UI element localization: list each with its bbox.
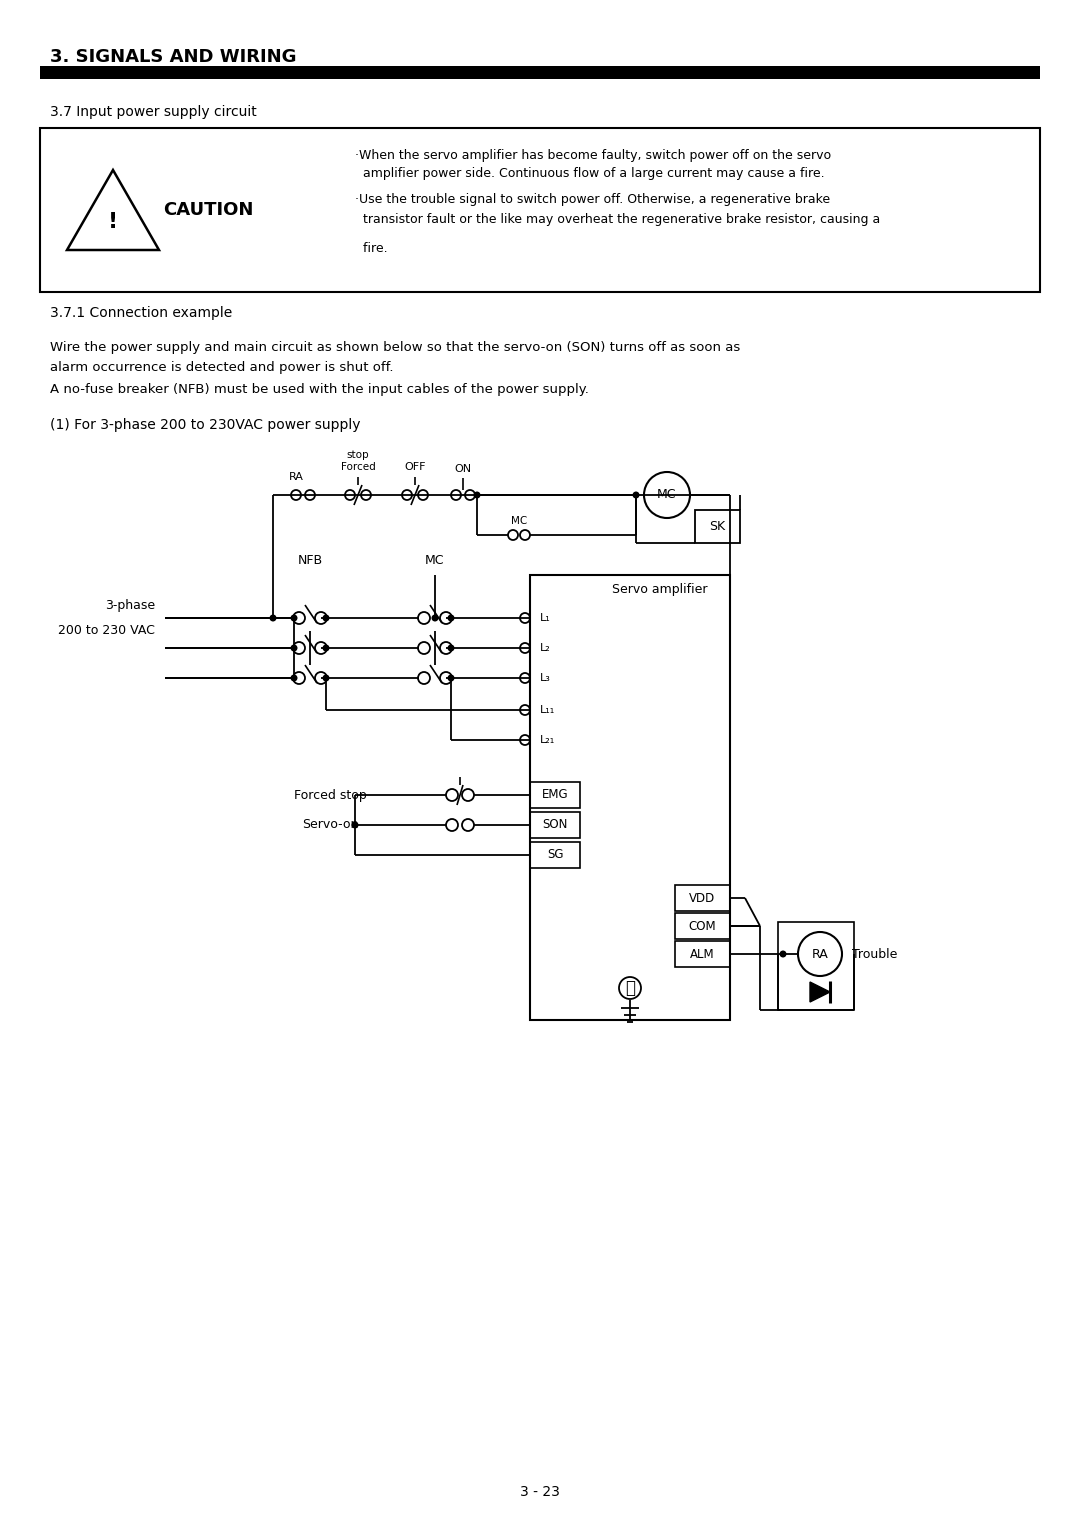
- Text: A no-fuse breaker (NFB) must be used with the input cables of the power supply.: A no-fuse breaker (NFB) must be used wit…: [50, 382, 589, 396]
- Text: Forced stop: Forced stop: [294, 788, 366, 802]
- Polygon shape: [810, 983, 831, 1002]
- Text: COM: COM: [688, 920, 716, 932]
- Circle shape: [323, 614, 329, 622]
- Text: L₂: L₂: [540, 643, 551, 652]
- Circle shape: [780, 950, 786, 958]
- Text: fire.: fire.: [355, 241, 388, 255]
- Text: amplifier power side. Continuous flow of a large current may cause a fire.: amplifier power side. Continuous flow of…: [355, 168, 825, 180]
- Text: 3.7.1 Connection example: 3.7.1 Connection example: [50, 306, 232, 319]
- Text: NFB: NFB: [297, 553, 323, 567]
- Circle shape: [633, 492, 639, 498]
- Text: MC: MC: [511, 516, 527, 526]
- Circle shape: [447, 645, 455, 651]
- Text: ·When the servo amplifier has become faulty, switch power off on the servo: ·When the servo amplifier has become fau…: [355, 148, 832, 162]
- Text: VDD: VDD: [689, 891, 715, 905]
- Text: EMG: EMG: [542, 788, 568, 802]
- Circle shape: [323, 674, 329, 681]
- Text: 200 to 230 VAC: 200 to 230 VAC: [58, 623, 156, 637]
- Text: MC: MC: [426, 553, 445, 567]
- Text: SON: SON: [542, 819, 568, 831]
- Text: 3 - 23: 3 - 23: [521, 1485, 559, 1499]
- Circle shape: [432, 614, 438, 622]
- Circle shape: [323, 645, 329, 651]
- Bar: [675, 941, 730, 967]
- Text: RA: RA: [288, 472, 303, 481]
- Text: alarm occurrence is detected and power is shut off.: alarm occurrence is detected and power i…: [50, 361, 393, 373]
- Text: stop: stop: [347, 451, 369, 460]
- Text: SK: SK: [708, 520, 725, 532]
- Bar: [530, 575, 730, 1021]
- Circle shape: [351, 822, 359, 828]
- Text: L₁₁: L₁₁: [540, 704, 555, 715]
- Text: ⏚: ⏚: [625, 979, 635, 996]
- Circle shape: [270, 614, 276, 622]
- Circle shape: [291, 614, 297, 622]
- Text: 3. SIGNALS AND WIRING: 3. SIGNALS AND WIRING: [50, 47, 297, 66]
- Text: CAUTION: CAUTION: [163, 202, 254, 219]
- Circle shape: [291, 674, 297, 681]
- Text: L₃: L₃: [540, 672, 551, 683]
- Text: Servo amplifier: Servo amplifier: [612, 582, 707, 596]
- Text: Servo-on: Servo-on: [301, 819, 359, 831]
- Text: Forced: Forced: [340, 461, 376, 472]
- Circle shape: [291, 645, 297, 651]
- Text: Wire the power supply and main circuit as shown below so that the servo-on (SON): Wire the power supply and main circuit a…: [50, 341, 740, 354]
- Circle shape: [447, 674, 455, 681]
- Circle shape: [447, 614, 455, 622]
- Text: 3-phase: 3-phase: [105, 599, 156, 613]
- Bar: [530, 811, 580, 837]
- Text: RA: RA: [812, 947, 828, 961]
- Bar: [696, 510, 740, 542]
- Bar: [40, 66, 1040, 79]
- Text: 3.7 Input power supply circuit: 3.7 Input power supply circuit: [50, 105, 257, 119]
- Text: MC: MC: [658, 489, 677, 501]
- Bar: [675, 914, 730, 940]
- Text: ·Use the trouble signal to switch power off. Otherwise, a regenerative brake: ·Use the trouble signal to switch power …: [355, 194, 831, 206]
- Text: Trouble: Trouble: [852, 947, 897, 961]
- Bar: [778, 921, 854, 1010]
- Text: ON: ON: [455, 465, 472, 474]
- Text: (1) For 3-phase 200 to 230VAC power supply: (1) For 3-phase 200 to 230VAC power supp…: [50, 419, 361, 432]
- Text: L₁: L₁: [540, 613, 551, 623]
- Text: ALM: ALM: [690, 947, 714, 961]
- Text: OFF: OFF: [404, 461, 426, 472]
- Text: transistor fault or the like may overheat the regenerative brake resistor, causi: transistor fault or the like may overhea…: [355, 212, 880, 226]
- Text: !: !: [108, 212, 118, 232]
- Bar: [530, 842, 580, 868]
- Bar: [40, 128, 1040, 292]
- Bar: [530, 782, 580, 808]
- Text: SG: SG: [546, 848, 564, 862]
- Bar: [675, 885, 730, 911]
- Circle shape: [473, 492, 481, 498]
- Text: L₂₁: L₂₁: [540, 735, 555, 746]
